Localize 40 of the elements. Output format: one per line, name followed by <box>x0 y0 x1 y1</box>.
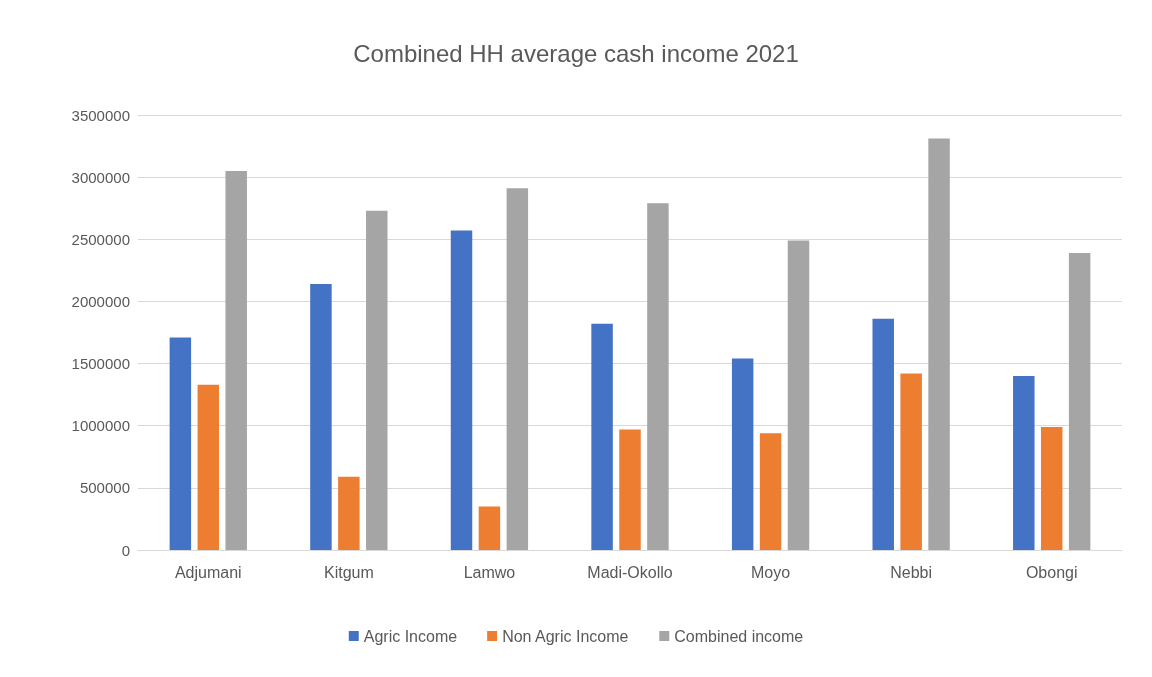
y-tick-label: 500000 <box>79 479 130 497</box>
y-tick-label: 3500000 <box>71 106 130 124</box>
bar <box>338 476 360 550</box>
bar <box>1040 426 1063 550</box>
bar <box>478 506 501 550</box>
x-tick-label: Kitgum <box>323 563 374 581</box>
x-tick-label: Nebbi <box>890 563 933 581</box>
chart-title: Combined HH average cash income 2021 <box>353 39 799 67</box>
bar <box>310 284 332 550</box>
bar <box>872 318 894 550</box>
bar <box>1068 252 1091 550</box>
y-tick-label: 3000000 <box>71 168 130 186</box>
bar <box>591 323 613 550</box>
bar <box>450 230 473 550</box>
x-tick-label: Lamwo <box>463 563 516 581</box>
y-tick-label: 2000000 <box>71 292 130 310</box>
x-tick-label: Moyo <box>751 563 791 581</box>
legend-label: Non Agric Income <box>502 627 629 645</box>
bar <box>900 373 922 550</box>
bar <box>731 358 754 550</box>
bar <box>928 138 950 550</box>
legend-label: Agric Income <box>363 627 458 645</box>
x-tick-label: Obongi <box>1025 563 1078 581</box>
bar <box>225 170 247 550</box>
bar <box>619 429 641 550</box>
bar <box>506 188 529 550</box>
bar <box>197 384 220 550</box>
bar <box>647 203 669 550</box>
bar <box>787 240 810 550</box>
x-tick-label: Madi-Okollo <box>587 563 673 581</box>
y-tick-label: 2500000 <box>71 230 130 248</box>
bar <box>169 337 192 550</box>
legend-label: Combined income <box>674 627 804 645</box>
y-tick-label: 0 <box>121 541 130 559</box>
y-tick-label: 1000000 <box>71 417 130 435</box>
x-tick-label: Adjumani <box>174 563 242 581</box>
bar <box>1013 376 1035 550</box>
bar <box>759 433 782 550</box>
bar <box>366 210 388 550</box>
y-tick-label: 1500000 <box>71 355 130 373</box>
